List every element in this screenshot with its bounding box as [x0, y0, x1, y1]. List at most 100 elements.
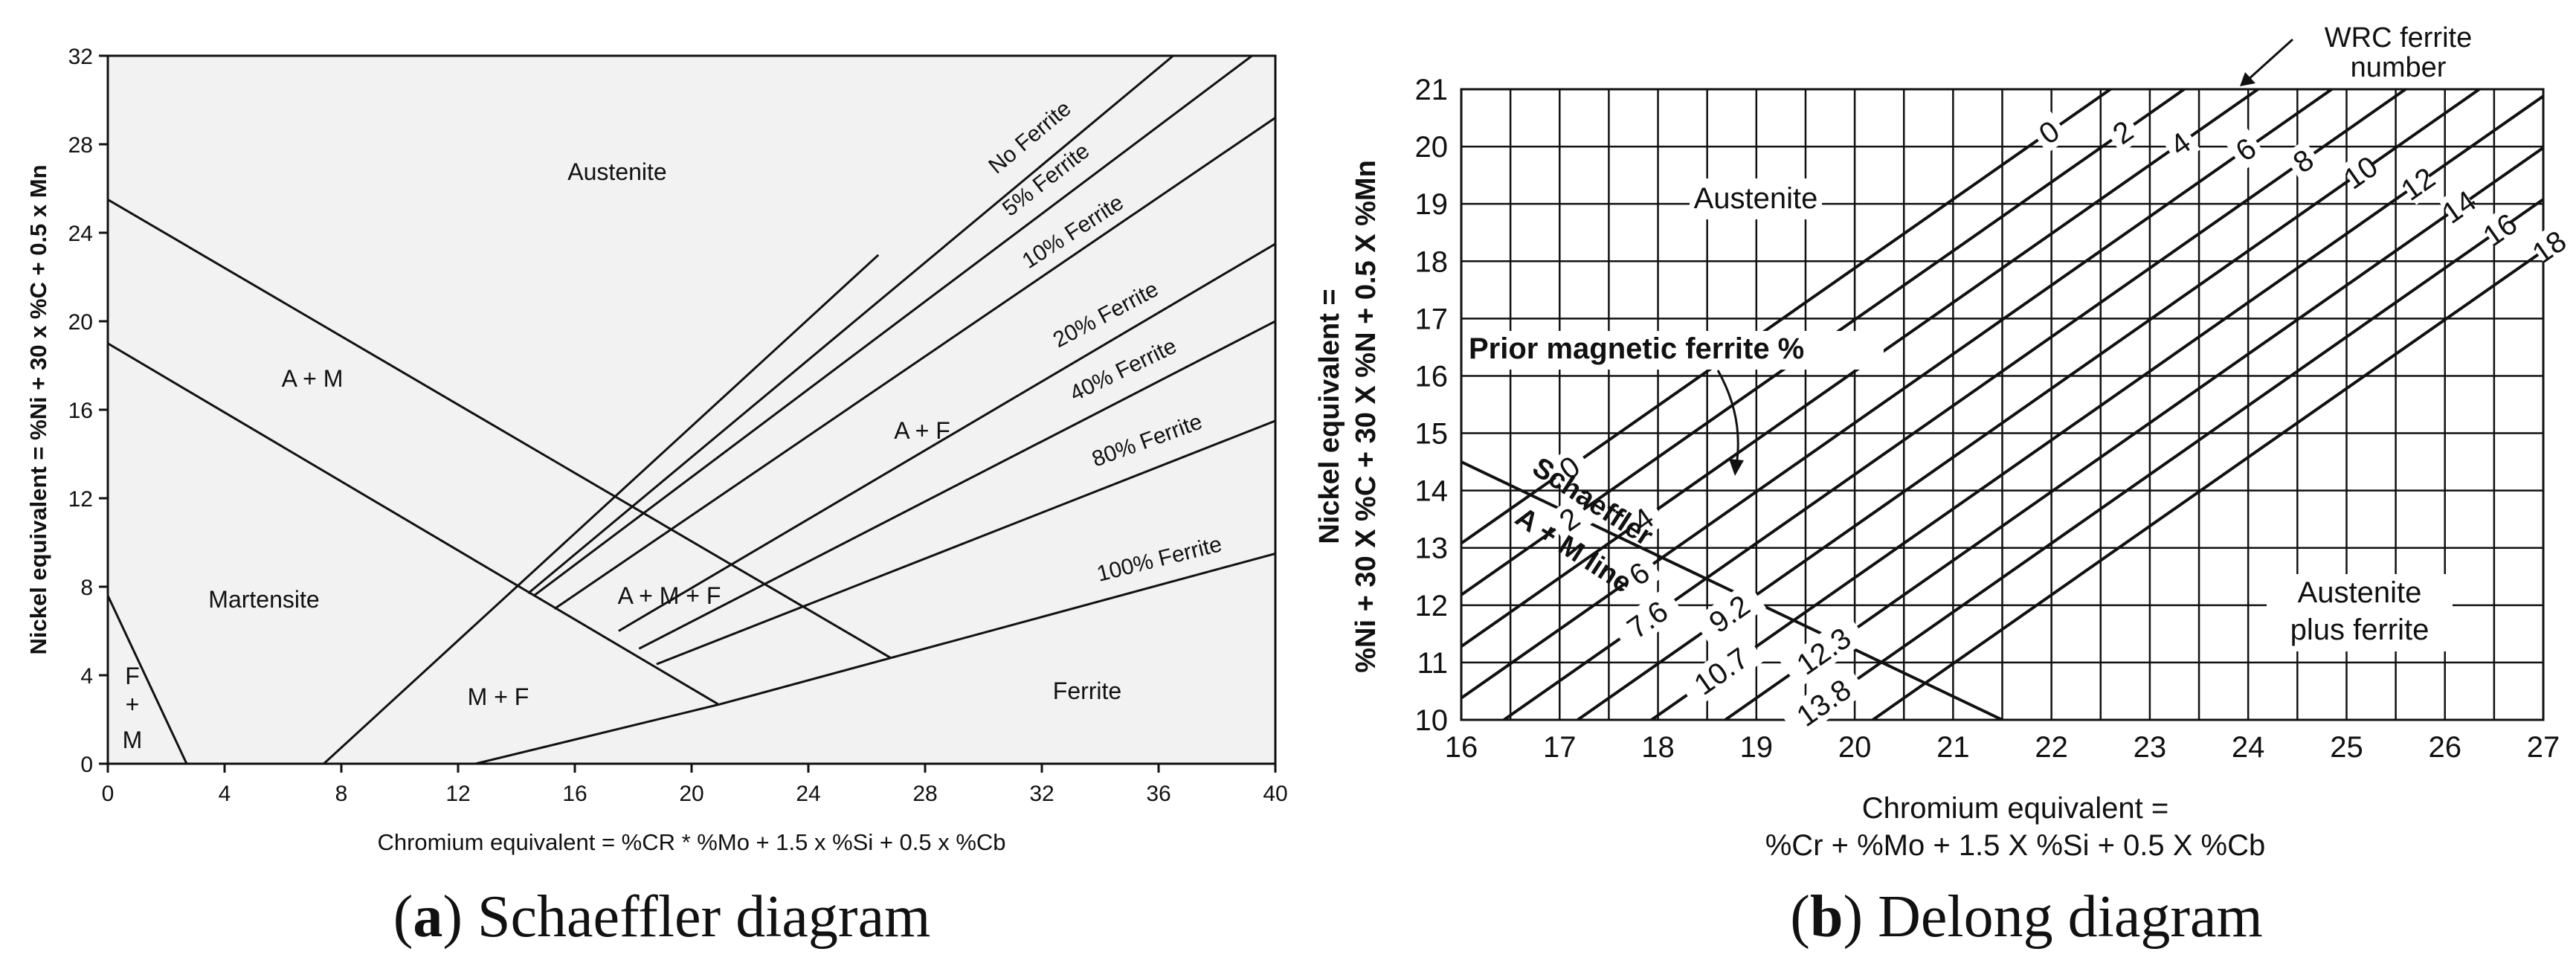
- schaeffler-line-6: [553, 117, 1275, 611]
- delong-x-axis-label-line1: Chromium equivalent =: [1862, 792, 2168, 825]
- delong-x-tick-label: 26: [2428, 731, 2461, 764]
- delong-x-tick-label: 25: [2330, 731, 2363, 764]
- delong-x-tick-label: 18: [1641, 731, 1675, 764]
- delong-y-tick-label: 17: [1415, 303, 1449, 335]
- magnetic-number-bg: [1780, 665, 1867, 741]
- region-a-plus-m-plus-f: A + M + F: [618, 582, 721, 609]
- magnetic-number-bg: [1780, 614, 1867, 689]
- wrc-number-bg: [2102, 111, 2143, 154]
- delong-iso-ferrite-line-6: [1461, 89, 2333, 701]
- delong-y-tick-label: 12: [1415, 590, 1449, 622]
- caption-b-title: Delong diagram: [1863, 884, 2263, 950]
- schaeffler-x-axis-label: Chromium equivalent = %CR * %Mo + 1.5 x …: [377, 829, 1005, 855]
- schaeffler-x-tick-label: 8: [335, 782, 348, 806]
- delong-iso-ferrite-line-18: [1872, 248, 2543, 720]
- schaeffler-x-tick-label: 16: [562, 782, 587, 806]
- delong-x-tick-label: 23: [2134, 731, 2167, 764]
- delong-iso-ferrite-line-4: [1461, 89, 2259, 648]
- schaeffler-line-0: [108, 199, 891, 659]
- delong-x-tick-label: 16: [1445, 731, 1478, 764]
- delong-y-axis-label-line2: %Ni + 30 X %C + 30 X %N + 0.5 X %Mn: [1350, 160, 1382, 673]
- delong-austenite-label: Austenite: [1694, 182, 1818, 215]
- schaeffler-line-8: [638, 320, 1275, 650]
- wrc-number-bg: [2397, 162, 2438, 205]
- wrc-number-bg: [2225, 128, 2267, 171]
- region-f-plus-m-plus: +: [126, 691, 140, 718]
- schaeffler-line-9: [656, 419, 1275, 666]
- wrc-arrow-head: [2240, 72, 2255, 86]
- austenite-plus-ferrite-line2: plus ferrite: [2290, 614, 2430, 646]
- magnetic-number-bg: [1546, 444, 1593, 492]
- schaeffler-y-tick-label: 32: [68, 45, 93, 69]
- schaeffler-diagram: 0 4 8 12 16 20 24 28 32 36 40 0 4 8 12 16 20 24 28 32 Auste…: [25, 45, 1288, 855]
- region-f-plus-m-f: F: [125, 663, 140, 689]
- schaeffler-plot-frame: [106, 54, 1277, 765]
- delong-y-tick-label: 13: [1415, 532, 1449, 565]
- wrc-number-bg: [2340, 151, 2381, 194]
- schaeffler-line-10: [475, 552, 1275, 764]
- schaeffler-x-tick-label: 40: [1263, 782, 1287, 806]
- austenite-plus-ferrite-line1: Austenite: [2298, 576, 2422, 609]
- region-a-plus-f: A + F: [894, 417, 950, 444]
- region-m-plus-f: M + F: [468, 683, 529, 710]
- delong-y-tick-label: 15: [1415, 418, 1449, 451]
- schaeffler-x-tick-label: 28: [912, 782, 937, 806]
- prior-magnetic-label: Prior magnetic ferrite %: [1469, 332, 1804, 365]
- schaeffler-line-5: [533, 56, 1253, 597]
- schaeffler-x-tick-label: 20: [679, 782, 703, 806]
- delong-schaeffler-am-line: [1461, 460, 2003, 720]
- wrc-number-bg: [2160, 122, 2201, 165]
- magnetic-number-bg: [1692, 581, 1766, 647]
- delong-y-tick-label: 21: [1415, 74, 1449, 106]
- schaeffler-line-4: [527, 56, 1174, 595]
- schaeffler-x-tick-label: 32: [1029, 782, 1054, 806]
- magnetic-number-bg: [1677, 634, 1765, 709]
- schaeffler-y-tick-label: 28: [68, 133, 93, 158]
- schaeffler-y-tick-label: 20: [68, 310, 93, 335]
- caption-a-title: Schaeffler diagram: [462, 884, 931, 950]
- prior-magnetic-arrow-head: [1729, 459, 1744, 476]
- caption-a-letter: a: [413, 884, 443, 950]
- schaeffler-y-tick-label: 16: [68, 399, 93, 423]
- delong-x-tick-label: 17: [1543, 731, 1577, 764]
- delong-x-tick-label: 19: [1740, 731, 1774, 764]
- region-austenite: Austenite: [567, 158, 666, 185]
- region-ferrite: Ferrite: [1053, 677, 1121, 704]
- schaeffler-line-2: [108, 595, 188, 764]
- delong-y-tick-label: 19: [1415, 188, 1449, 221]
- schaeffler-line-3: [323, 254, 880, 764]
- delong-x-tick-label: 20: [1838, 731, 1872, 764]
- wrc-arrow: [2246, 38, 2294, 82]
- austenite-plus-ferrite-bg: [2267, 574, 2453, 651]
- delong-iso-ferrite-line-0: [1461, 89, 2112, 546]
- schaeffler-y-tick-label: 12: [68, 487, 93, 512]
- region-martensite: Martensite: [208, 586, 319, 613]
- delong-iso-ferrite-line-16: [1797, 197, 2543, 720]
- schaeffler-x-tick-label: 24: [796, 782, 820, 806]
- delong-y-tick-label: 20: [1415, 131, 1449, 164]
- schaeffler-y-tick-label: 8: [80, 576, 93, 600]
- delong-x-tick-label: 27: [2527, 731, 2560, 764]
- delong-x-tick-label: 22: [2035, 731, 2068, 764]
- wrc-number-bg: [2028, 111, 2070, 154]
- delong-diagram: 16 17 18 19 20 21 22 23 24 25 26 27 10 11 12 13 14 15 16 17…: [1314, 22, 2572, 862]
- caption-a: (a) Schaeffler diagram: [393, 884, 931, 950]
- caption-b-letter: b: [1809, 884, 1844, 950]
- schaeffler-x-tick-label: 4: [219, 782, 231, 806]
- prior-magnetic-arrow: [1716, 370, 1739, 466]
- schaeffler-line-7: [618, 242, 1275, 632]
- delong-y-tick-label: 14: [1415, 475, 1449, 508]
- wrc-number-bg: [2479, 208, 2520, 251]
- schaeffler-x-tick-label: 12: [445, 782, 470, 806]
- schaeffler-y-axis-label: Nickel equivalent = %Ni + 30 x %C + 0.5 …: [25, 164, 51, 654]
- wrc-number-bg: [2528, 225, 2570, 268]
- magnetic-number-bg: [1620, 495, 1667, 543]
- delong-y-axis-label-line1: Nickel equivalent =: [1314, 289, 1345, 544]
- schaeffler-x-tick-label: 0: [102, 782, 115, 806]
- delong-x-tick-label: 21: [1936, 731, 1970, 764]
- magnetic-number-bg: [1610, 587, 1684, 652]
- delong-x-axis-label-line2: %Cr + %Mo + 1.5 X %Si + 0.5 X %Cb: [1765, 829, 2266, 862]
- delong-y-tick-label: 10: [1415, 704, 1449, 737]
- schaeffler-y-tick-label: 4: [80, 664, 93, 689]
- region-a-plus-m: A + M: [282, 365, 344, 392]
